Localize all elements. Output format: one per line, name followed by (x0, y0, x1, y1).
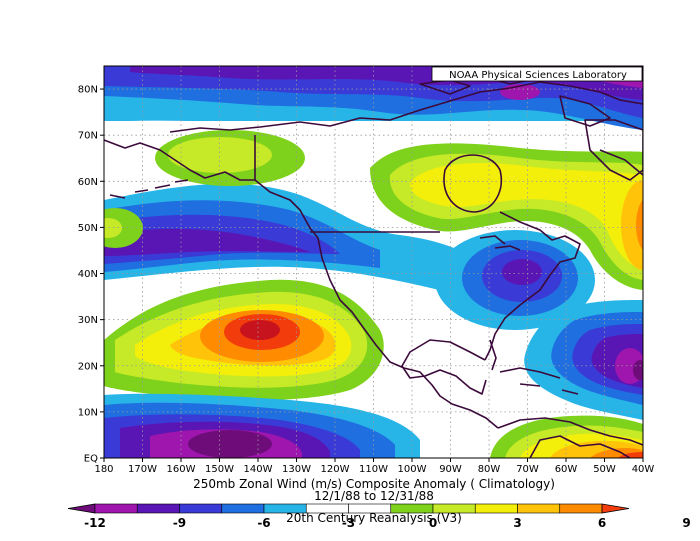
title-line-3: 20th Century Reanalysis (V3) (286, 511, 462, 525)
lat-tick-label: 80N (78, 85, 98, 96)
lon-tick-label: 80W (478, 464, 501, 475)
colorbar-extend-high (601, 503, 630, 514)
colorbar-segment (221, 503, 265, 514)
title-line-2: 12/1/88 to 12/31/88 (314, 489, 434, 503)
lon-tick-label: 170W (128, 464, 157, 475)
lon-tick-label: 90W (439, 464, 462, 475)
colorbar-tick-label: -6 (257, 516, 270, 530)
lon-tick-label: 150W (205, 464, 234, 475)
colorbar-extend-low (67, 503, 96, 514)
colorbar-segment (179, 503, 223, 514)
colorbar-segment (94, 503, 138, 514)
title-line-1: 250mb Zonal Wind (m/s) Composite Anomaly… (193, 477, 555, 491)
attribution-box (431, 66, 643, 82)
lon-tick-label: 100W (398, 464, 427, 475)
lon-tick-label: 70W (516, 464, 539, 475)
colorbar-tick-label: -9 (173, 516, 186, 530)
colorbar-tick-label: 6 (598, 516, 606, 530)
lon-tick-label: 110W (359, 464, 388, 475)
lon-tick-label: 40W (632, 464, 655, 475)
colorbar-segment (474, 503, 518, 514)
lat-tick-label: 40N (78, 269, 98, 280)
lat-tick-label: 50N (78, 223, 98, 234)
lon-tick-label: 50W (593, 464, 616, 475)
lon-tick-label: 120W (321, 464, 350, 475)
lat-tick-label: 70N (78, 131, 98, 142)
lat-tick-label: 20N (78, 361, 98, 372)
colorbar-segment (136, 503, 180, 514)
colorbar-tick-label: 0 (429, 516, 437, 530)
lat-tick-label: 10N (78, 407, 98, 418)
lon-tick-label: 180 (94, 464, 113, 475)
lon-tick-label: 130W (282, 464, 311, 475)
lon-tick-label: 140W (244, 464, 273, 475)
colorbar: -12-9-6-3036912 (67, 503, 691, 530)
latitude-axis: 80N 70N 60N 50N 40N 30N 20N 10N EQ (78, 85, 104, 465)
colorbar-segment (559, 503, 603, 514)
lat-tick-label: EQ (84, 454, 98, 465)
colorbar-tick-label: 3 (513, 516, 521, 530)
colorbar-segment (517, 503, 561, 514)
colorbar-tick-label: -3 (342, 516, 355, 530)
lat-tick-label: 60N (78, 177, 98, 188)
lon-tick-label: 60W (555, 464, 578, 475)
colorbar-tick-label: 9 (682, 516, 690, 530)
lat-tick-label: 30N (78, 315, 98, 326)
attribution-label: NOAA Physical Sciences Laboratory (449, 70, 627, 81)
colorbar-tick-label: -12 (84, 516, 106, 530)
longitude-axis: 180 170W 160W 150W 140W 130W 120W 110W 100W 90W 80… (94, 458, 654, 475)
lon-tick-label: 160W (167, 464, 196, 475)
